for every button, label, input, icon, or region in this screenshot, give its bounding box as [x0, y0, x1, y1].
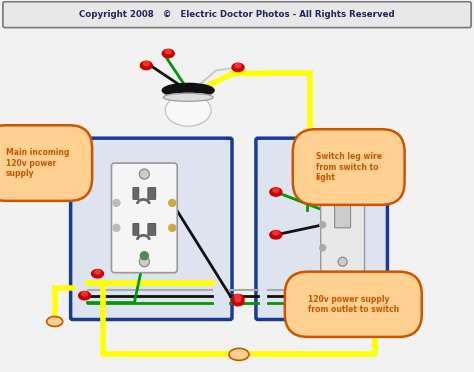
Circle shape — [169, 199, 176, 206]
Circle shape — [113, 224, 120, 231]
Ellipse shape — [163, 93, 213, 101]
Text: 120v power supply
from outlet to switch: 120v power supply from outlet to switch — [308, 295, 399, 314]
Ellipse shape — [140, 61, 152, 70]
FancyBboxPatch shape — [111, 163, 177, 273]
Ellipse shape — [232, 63, 244, 72]
Ellipse shape — [270, 231, 282, 239]
FancyBboxPatch shape — [148, 223, 156, 235]
FancyBboxPatch shape — [133, 223, 139, 235]
FancyBboxPatch shape — [133, 187, 139, 199]
Ellipse shape — [91, 269, 103, 278]
Ellipse shape — [94, 270, 100, 274]
FancyBboxPatch shape — [148, 187, 156, 199]
Ellipse shape — [79, 291, 91, 300]
Ellipse shape — [162, 83, 214, 97]
Ellipse shape — [370, 279, 382, 287]
FancyBboxPatch shape — [256, 138, 387, 320]
Circle shape — [319, 197, 326, 203]
Ellipse shape — [232, 294, 244, 303]
Circle shape — [319, 222, 326, 228]
Ellipse shape — [47, 317, 63, 327]
Circle shape — [140, 252, 148, 260]
Ellipse shape — [165, 49, 171, 54]
Circle shape — [139, 257, 149, 267]
Ellipse shape — [165, 94, 211, 126]
Ellipse shape — [82, 292, 88, 296]
Circle shape — [113, 199, 120, 206]
Ellipse shape — [235, 295, 241, 299]
Ellipse shape — [373, 279, 378, 283]
Ellipse shape — [273, 188, 279, 192]
Ellipse shape — [235, 298, 241, 302]
Circle shape — [319, 245, 326, 251]
FancyBboxPatch shape — [71, 138, 232, 320]
Ellipse shape — [229, 349, 249, 360]
Circle shape — [169, 224, 176, 231]
Ellipse shape — [143, 62, 149, 66]
Text: Copyright 2008   ©   Electric Doctor Photos - All Rights Reserved: Copyright 2008 © Electric Doctor Photos … — [79, 10, 395, 19]
Circle shape — [338, 174, 347, 183]
Text: Switch leg wire
from switch to
light: Switch leg wire from switch to light — [316, 152, 382, 182]
FancyBboxPatch shape — [335, 191, 351, 228]
Ellipse shape — [232, 297, 244, 306]
FancyBboxPatch shape — [3, 2, 471, 28]
Circle shape — [338, 257, 347, 266]
Text: Main incoming
120v power
supply: Main incoming 120v power supply — [6, 148, 69, 178]
Ellipse shape — [273, 231, 279, 235]
Ellipse shape — [162, 49, 174, 58]
FancyBboxPatch shape — [321, 168, 365, 272]
Ellipse shape — [301, 140, 319, 151]
Circle shape — [139, 169, 149, 179]
Ellipse shape — [235, 64, 241, 68]
Ellipse shape — [270, 188, 282, 196]
